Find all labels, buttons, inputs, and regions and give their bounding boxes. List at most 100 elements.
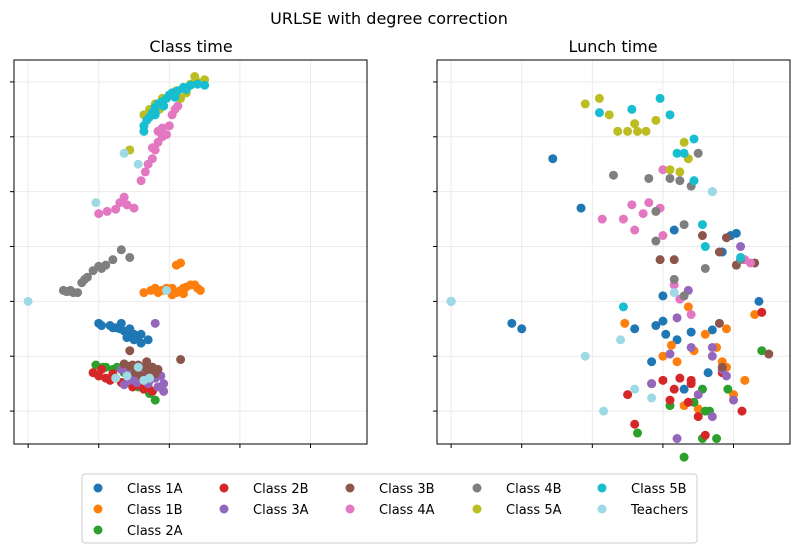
legend-label-class-5a: Class 5A (506, 503, 562, 518)
point-class-1a-17 (136, 338, 146, 348)
point-class-4b-9 (669, 274, 679, 284)
series-teachers-lunch-time (446, 187, 717, 416)
point-class-3a-10 (672, 434, 682, 444)
legend-marker-teachers (597, 504, 607, 514)
point-class-2a-6 (723, 384, 733, 394)
point-class-5b-1 (627, 104, 637, 114)
axes-frame-lunch-time (436, 59, 791, 445)
point-class-3a-5 (721, 371, 731, 381)
point-class-5b-15 (159, 101, 169, 111)
point-class-2a-7 (757, 346, 767, 356)
point-class-2b-12 (683, 397, 693, 407)
point-class-2b-14 (665, 395, 675, 405)
series-teachers-class-time (23, 148, 171, 385)
legend-marker-class-1b (93, 504, 103, 514)
point-class-5b-11 (618, 302, 628, 312)
point-class-5a-7 (641, 126, 651, 136)
point-class-4a-12 (630, 225, 640, 235)
point-class-4a-5 (122, 200, 132, 210)
points-lunch-time (446, 93, 774, 462)
point-class-1a-16 (143, 335, 153, 345)
point-class-4a-11 (745, 258, 755, 268)
point-class-5a-9 (665, 165, 675, 175)
point-class-4a-13 (658, 231, 668, 241)
point-class-4a-15 (164, 121, 174, 131)
legend-label-class-3b: Class 3B (379, 482, 435, 497)
point-class-4a-9 (686, 310, 696, 320)
point-class-2b-1 (630, 419, 640, 429)
point-class-4b-7 (700, 263, 710, 273)
point-class-5a-10 (675, 167, 685, 177)
point-class-5b-12 (672, 148, 682, 158)
legend-label-class-1a: Class 1A (127, 482, 183, 497)
point-class-1b-8 (740, 375, 750, 385)
series-class-4b-lunch-time (609, 148, 746, 301)
point-class-2b-8 (700, 430, 710, 440)
point-class-1b-15 (178, 289, 188, 299)
point-class-1b-12 (683, 302, 693, 312)
point-teachers-9 (145, 373, 155, 383)
point-class-5b-6 (689, 176, 699, 186)
legend-label-class-2a: Class 2A (127, 524, 183, 539)
point-class-4a-21 (157, 123, 167, 133)
point-class-2b-3 (658, 375, 668, 385)
point-class-2b-0 (623, 390, 633, 400)
point-class-3a-8 (729, 395, 739, 405)
axes-frame-class-time (13, 59, 368, 445)
point-class-3a-6 (693, 390, 703, 400)
point-class-5a-3 (613, 126, 623, 136)
point-class-5b-19 (150, 108, 160, 118)
point-class-5b-2 (655, 93, 665, 103)
point-class-4b-11 (108, 255, 118, 265)
point-class-2b-11 (757, 307, 767, 317)
point-teachers-5 (133, 362, 143, 372)
point-class-1a-15 (122, 333, 132, 343)
point-class-5b-9 (700, 242, 710, 252)
point-class-3a-3 (707, 342, 717, 352)
point-class-1a-14 (669, 225, 679, 235)
point-class-4b-10 (679, 291, 689, 301)
point-class-4b-6 (693, 148, 703, 158)
point-class-3b-1 (697, 231, 707, 241)
series-class-1a-lunch-time (446, 154, 764, 394)
point-class-4b-14 (97, 263, 107, 273)
point-class-1a-12 (129, 335, 139, 345)
point-class-5a-13 (190, 71, 200, 81)
point-class-1b-11 (750, 310, 760, 320)
point-class-4a-2 (627, 200, 637, 210)
panel-lunch-time: Lunch time (433, 37, 791, 462)
point-class-3a-0 (647, 379, 657, 389)
point-teachers-2 (119, 148, 129, 158)
panel-class-time: Class time (10, 37, 368, 448)
point-class-4a-3 (638, 209, 648, 219)
series-class-5a-lunch-time (580, 93, 693, 177)
point-class-5a-2 (604, 110, 614, 120)
point-class-5b-20 (181, 85, 191, 95)
point-teachers-4 (630, 384, 640, 394)
point-class-5a-8 (651, 115, 661, 125)
point-class-3b-9 (125, 346, 135, 356)
point-class-1b-0 (139, 288, 149, 298)
point-class-1b-14 (195, 285, 205, 295)
legend-marker-class-1a (93, 483, 103, 493)
legend-marker-class-2b (219, 483, 229, 493)
point-class-1a-19 (679, 384, 689, 394)
point-class-5b-12 (193, 79, 203, 89)
point-class-4a-7 (136, 176, 146, 186)
point-class-3a-17 (150, 318, 160, 328)
points-class-time (23, 71, 210, 405)
point-class-3b-2 (714, 247, 724, 257)
legend-label-class-3a: Class 3A (253, 503, 309, 518)
point-class-2a-11 (150, 395, 160, 405)
point-class-4a-1 (618, 214, 628, 224)
legend-label-class-1b: Class 1B (127, 503, 183, 518)
point-class-4b-12 (651, 236, 661, 246)
point-class-4b-4 (675, 176, 685, 186)
point-class-1a-3 (548, 154, 558, 164)
point-class-3b-14 (176, 355, 186, 365)
point-class-3b-13 (142, 357, 152, 367)
point-class-4a-2 (111, 204, 121, 214)
point-class-3b-3 (721, 233, 731, 243)
ticks-lunch-time (433, 81, 735, 448)
legend-marker-class-5a (472, 504, 482, 514)
